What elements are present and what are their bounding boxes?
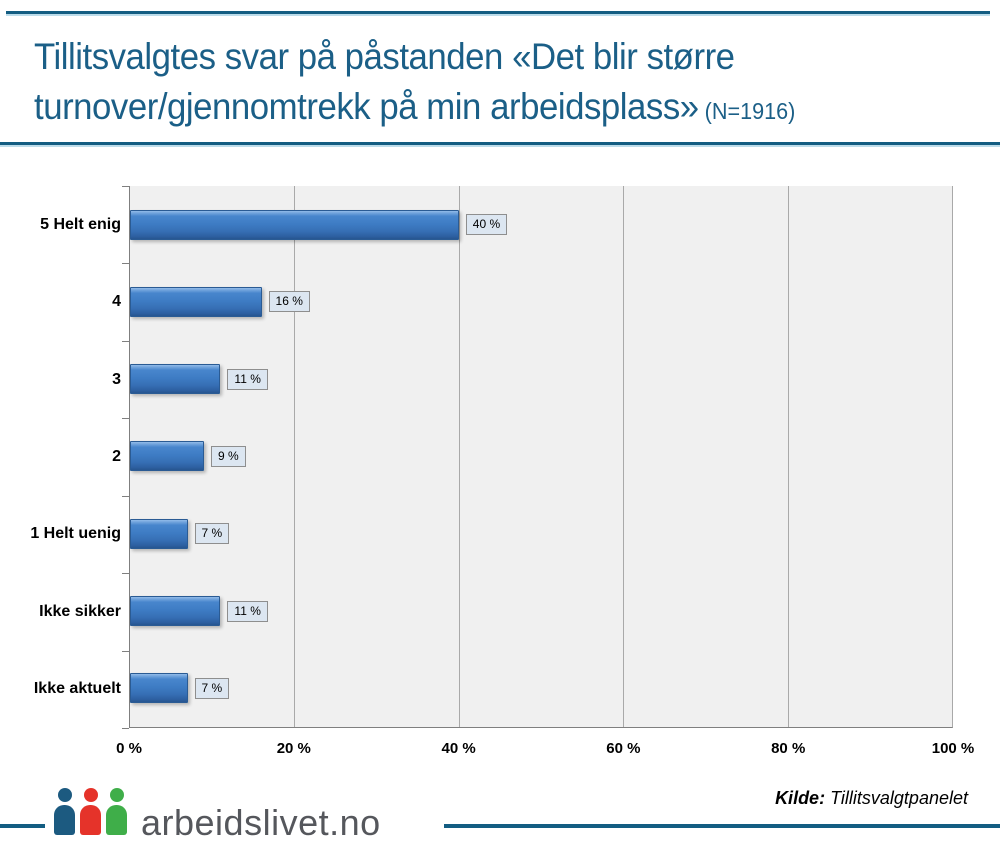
axis-tick (122, 728, 129, 729)
arbeidslivet-logo: arbeidslivet.no (54, 788, 381, 841)
category-label: 1 Helt uenig (30, 525, 121, 543)
bar-row: 11 % (130, 572, 952, 649)
value-label: 7 % (194, 523, 230, 545)
footer-rule-left (0, 824, 45, 828)
chart-title: Tillitsvalgtes svar på påstanden «Det bl… (34, 32, 927, 136)
source-label: Kilde: (775, 788, 826, 808)
title-line2: turnover/gjennomtrekk på min arbeidsplas… (34, 86, 699, 127)
bar-row: 7 % (130, 495, 952, 572)
top-rule-divider (6, 11, 990, 16)
axis-tick (122, 418, 129, 420)
value-label: 16 % (268, 291, 310, 313)
category-label: Ikke aktuelt (33, 680, 121, 698)
person-body (54, 805, 75, 835)
value-label: 11 % (227, 368, 268, 390)
logo-text: arbeidslivet.no (141, 802, 381, 843)
bar-2 (130, 441, 204, 472)
x-tick-label: 0 % (116, 740, 142, 757)
y-axis-ticks (122, 186, 129, 729)
x-tick-label: 80 % (771, 740, 806, 757)
person-head (57, 788, 72, 802)
person-icon (106, 788, 127, 836)
x-tick-label: 20 % (276, 740, 311, 757)
person-icon (80, 788, 101, 836)
bar-row: 16 % (130, 263, 952, 340)
gridline-100 (952, 186, 953, 727)
x-axis-labels: 0 % 20 % 40 % 60 % 80 % 100 % (116, 740, 974, 760)
logo-people-icons (54, 788, 127, 836)
footer-rule-right (444, 824, 1000, 828)
source-note: Kilde: Tillitsvalgtpanelet (775, 788, 968, 809)
value-label: 9 % (210, 445, 246, 467)
x-tick-label: 100 % (931, 740, 975, 757)
bar-row: 7 % (130, 650, 952, 727)
header-rule-divider (0, 142, 1000, 147)
value-label: 40 % (465, 214, 508, 236)
category-label: 3 (112, 370, 121, 388)
value-label: 11 % (227, 600, 268, 622)
value-label: 7 % (194, 677, 230, 699)
person-body (80, 805, 101, 835)
axis-tick (122, 340, 129, 342)
title-line1: Tillitsvalgtes svar på påstanden «Det bl… (34, 36, 735, 77)
bar-row: 40 % (130, 186, 952, 263)
category-label: Ikke sikker (39, 602, 121, 620)
bar-4 (130, 286, 262, 317)
bar-1-helt-uenig (130, 518, 188, 549)
gridline-80 (787, 186, 789, 727)
x-tick-label: 40 % (441, 740, 476, 757)
category-label: 4 (112, 293, 121, 311)
bar-row: 11 % (130, 341, 952, 418)
bar-ikke-aktuelt (130, 673, 188, 704)
axis-tick (122, 650, 129, 652)
y-axis-category-labels: 5 Helt enig 4 3 2 1 Helt uenig Ikke sikker Ikk… (0, 186, 121, 728)
bar-row: 9 % (130, 418, 952, 495)
source-value: Tillitsvalgtpanelet (825, 788, 968, 808)
gridline-60 (623, 186, 625, 727)
bar-5-helt-enig (130, 209, 459, 240)
plot-area: 40 % 16 % 11 % 9 % 7 % 11 % 7 % (129, 186, 953, 728)
axis-tick (122, 186, 129, 187)
category-label: 5 Helt enig (40, 215, 121, 233)
axis-tick (122, 495, 129, 497)
person-head (83, 788, 98, 802)
axis-tick (122, 263, 129, 265)
bar-3 (130, 364, 221, 395)
bar-ikke-sikker (130, 596, 221, 627)
category-label: 2 (112, 447, 121, 465)
gridline-40 (458, 186, 460, 727)
person-body (106, 805, 127, 835)
person-icon (54, 788, 75, 836)
person-head (109, 788, 124, 802)
gridline-20 (294, 186, 296, 727)
axis-tick (122, 573, 129, 575)
title-sample-size: (N=1916) (698, 98, 796, 124)
x-tick-label: 60 % (606, 740, 641, 757)
